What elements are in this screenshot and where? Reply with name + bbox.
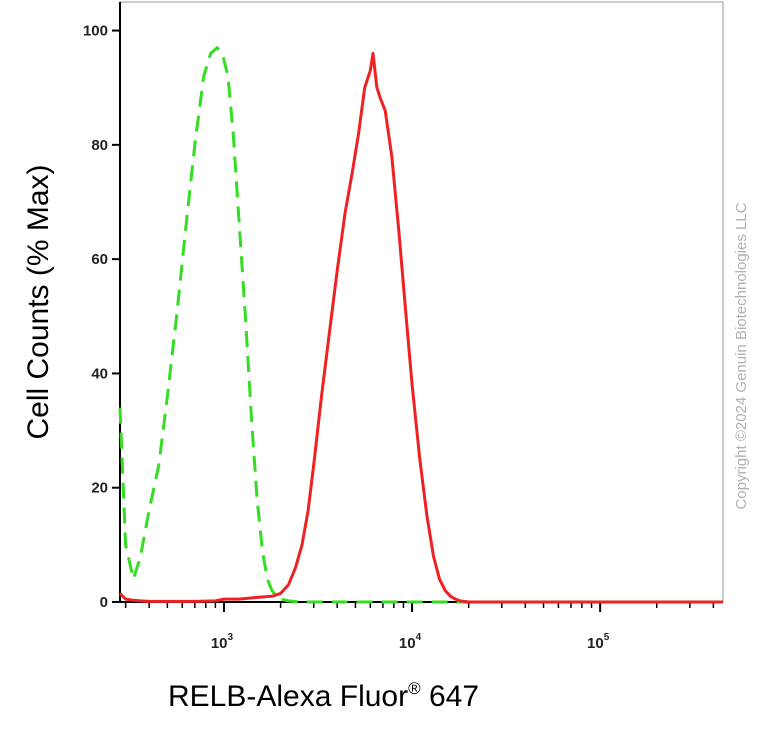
- y-tick-label: 80: [91, 137, 108, 154]
- series-line-sample: [118, 51, 723, 604]
- x-axis-label-superscript: ®: [408, 679, 421, 698]
- series-line-control: [118, 46, 723, 604]
- x-tick-exponent: 4: [416, 632, 422, 643]
- y-tick-label: 60: [91, 251, 108, 268]
- series-layer: [118, 46, 723, 604]
- plot-frame: [119, 1, 724, 603]
- y-tick-label: 0: [100, 594, 108, 611]
- x-axis-ticks: 103 104 105: [124, 602, 715, 652]
- x-tick-exponent: 5: [604, 632, 610, 643]
- x-tick-exponent: 3: [228, 632, 234, 643]
- x-axis-label: RELB-Alexa Fluor® 647: [168, 679, 479, 713]
- x-axis-label-main: RELB-Alexa Fluor: [168, 680, 408, 713]
- x-axis-label-suffix: 647: [421, 680, 479, 713]
- x-tick-label: 103: [211, 632, 234, 652]
- y-axis-label: Cell Counts (% Max): [22, 164, 55, 439]
- y-tick-label: 100: [83, 23, 108, 40]
- x-tick-label: 104: [399, 632, 422, 652]
- y-tick-label: 40: [91, 365, 108, 382]
- copyright-watermark: Copyright ©2024 Genuin Biotechnologies L…: [733, 202, 750, 509]
- y-tick-label: 20: [91, 480, 108, 497]
- y-axis-ticks: 0 20 40 60 80 100: [83, 23, 120, 611]
- x-tick-base: 10: [211, 635, 228, 652]
- x-tick-base: 10: [399, 635, 416, 652]
- x-tick-base: 10: [587, 635, 604, 652]
- x-tick-label: 105: [587, 632, 610, 652]
